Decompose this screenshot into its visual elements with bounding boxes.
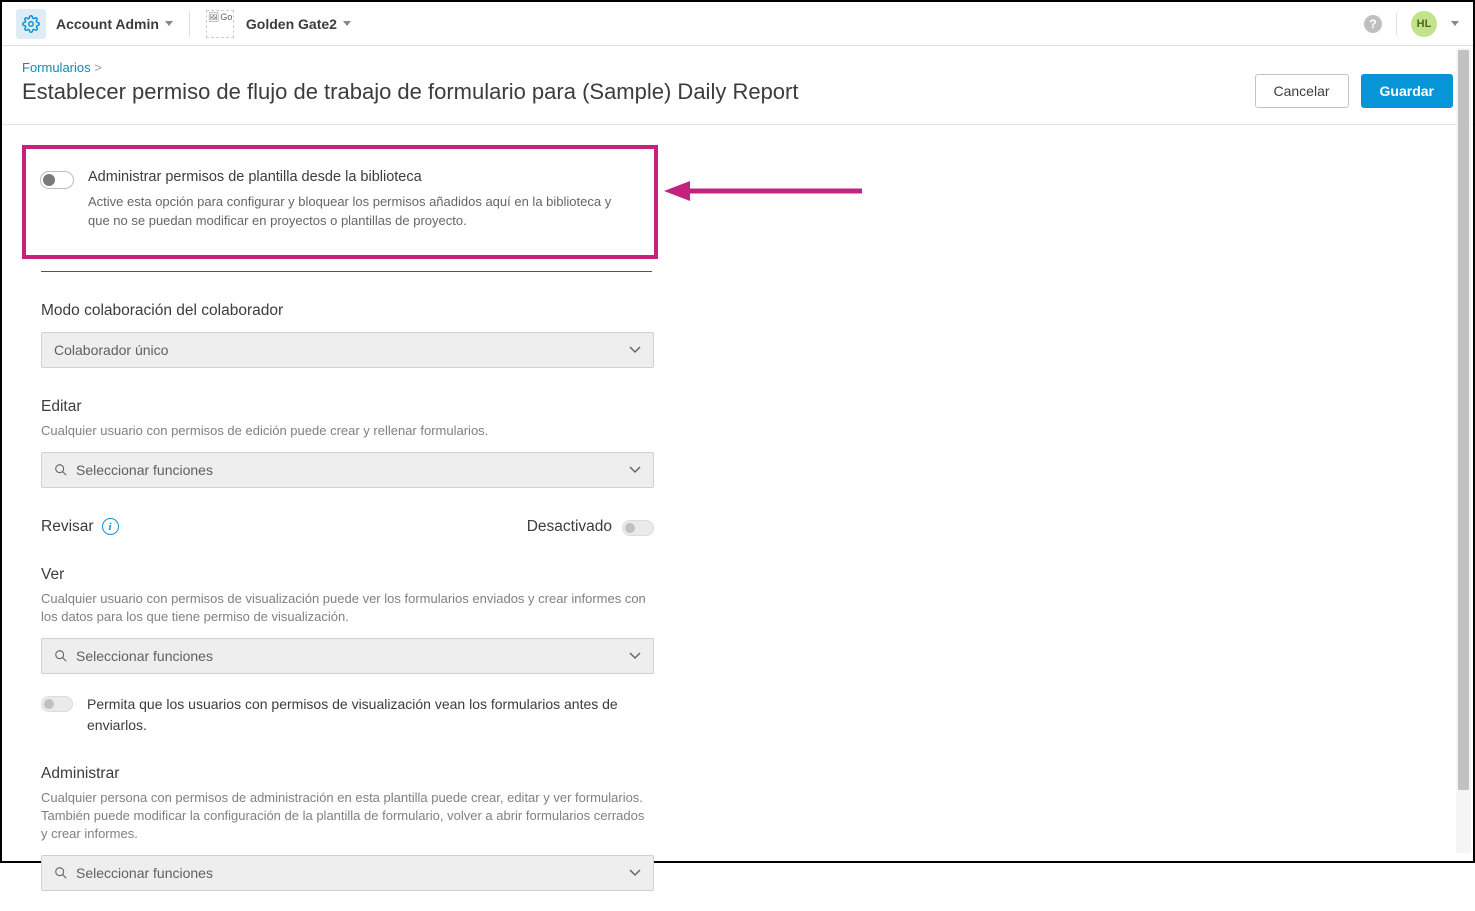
chevron-down-icon xyxy=(629,869,641,877)
content-area: Administrar permisos de plantilla desde … xyxy=(2,125,1473,911)
project-dropdown[interactable]: Golden Gate2 xyxy=(246,16,351,32)
vertical-scrollbar[interactable] xyxy=(1456,48,1471,853)
manage-template-permissions-box: Administrar permisos de plantilla desde … xyxy=(22,145,658,259)
divider xyxy=(189,11,190,37)
chevron-down-icon xyxy=(629,652,641,660)
manage-label: Administrar xyxy=(41,765,654,783)
breadcrumb-link[interactable]: Formularios xyxy=(22,60,91,75)
manage-template-permissions-title: Administrar permisos de plantilla desde … xyxy=(88,169,634,185)
project-logo-broken: Golde xyxy=(206,10,234,38)
project-label: Golden Gate2 xyxy=(246,16,337,32)
edit-sublabel: Cualquier usuario con permisos de edició… xyxy=(41,422,654,440)
settings-gear-icon[interactable] xyxy=(16,9,46,39)
view-roles-placeholder: Seleccionar funciones xyxy=(76,648,213,664)
collab-mode-value: Colaborador único xyxy=(54,342,168,358)
search-icon xyxy=(54,649,68,663)
save-button[interactable]: Guardar xyxy=(1361,74,1453,108)
manage-sublabel: Cualquier persona con permisos de admini… xyxy=(41,789,654,844)
divider xyxy=(1396,13,1397,35)
search-icon xyxy=(54,866,68,880)
caret-down-icon xyxy=(165,21,173,26)
view-label: Ver xyxy=(41,566,654,584)
manage-template-permissions-toggle[interactable] xyxy=(40,171,74,189)
collab-mode-label: Modo colaboración del colaborador xyxy=(41,302,654,320)
manage-template-permissions-desc: Active esta opción para configurar y blo… xyxy=(88,193,634,231)
breadcrumb-sep: > xyxy=(94,60,102,75)
manage-roles-select[interactable]: Seleccionar funciones xyxy=(41,855,654,891)
allow-view-before-submit-desc: Permita que los usuarios con permisos de… xyxy=(87,694,654,735)
caret-down-icon[interactable] xyxy=(1451,21,1459,26)
view-sublabel: Cualquier usuario con permisos de visual… xyxy=(41,590,654,626)
manage-roles-placeholder: Seleccionar funciones xyxy=(76,865,213,881)
allow-view-before-submit-toggle[interactable] xyxy=(41,696,73,712)
divider xyxy=(41,271,652,272)
review-row: Revisar i Desactivado xyxy=(41,518,654,536)
edit-roles-select[interactable]: Seleccionar funciones xyxy=(41,452,654,488)
scrollbar-thumb[interactable] xyxy=(1458,50,1469,790)
cancel-button[interactable]: Cancelar xyxy=(1255,74,1349,108)
search-icon xyxy=(54,463,68,477)
chevron-down-icon xyxy=(629,346,641,354)
allow-view-before-submit-row: Permita que los usuarios con permisos de… xyxy=(41,694,654,735)
breadcrumb: Formularios > xyxy=(22,60,1255,75)
view-roles-select[interactable]: Seleccionar funciones xyxy=(41,638,654,674)
user-avatar[interactable]: HL xyxy=(1411,11,1437,37)
help-icon[interactable]: ? xyxy=(1364,15,1382,33)
review-label: Revisar xyxy=(41,518,94,536)
account-admin-label: Account Admin xyxy=(56,16,159,32)
collab-mode-select[interactable]: Colaborador único xyxy=(41,332,654,368)
edit-roles-placeholder: Seleccionar funciones xyxy=(76,462,213,478)
chevron-down-icon xyxy=(629,466,641,474)
caret-down-icon xyxy=(343,21,351,26)
account-admin-dropdown[interactable]: Account Admin xyxy=(56,16,173,32)
review-toggle[interactable] xyxy=(622,520,654,536)
top-nav: Account Admin Golde Golden Gate2 ? HL xyxy=(2,2,1473,46)
edit-label: Editar xyxy=(41,398,654,416)
callout-arrow xyxy=(664,179,864,203)
info-icon[interactable]: i xyxy=(102,518,119,535)
review-status: Desactivado xyxy=(527,518,612,536)
page-title: Establecer permiso de flujo de trabajo d… xyxy=(22,79,1255,105)
page-header: Formularios > Establecer permiso de fluj… xyxy=(2,46,1473,125)
